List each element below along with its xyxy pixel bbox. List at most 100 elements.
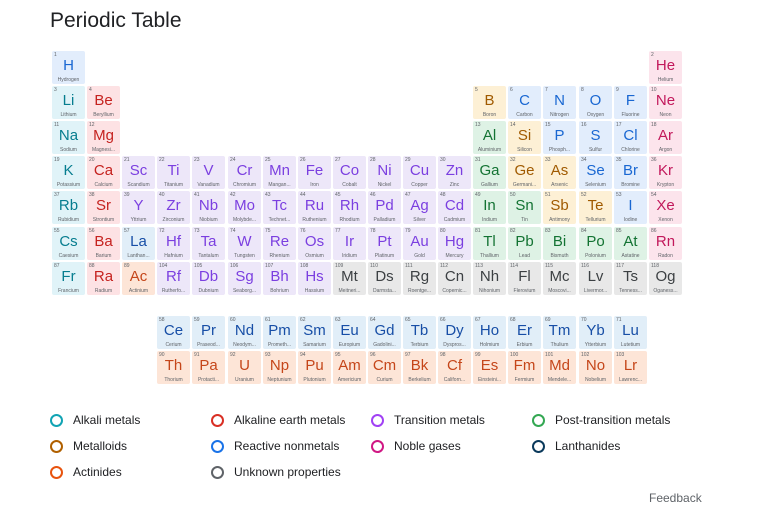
legend-item-metalloid[interactable]: Metalloids: [50, 439, 127, 453]
element-cell-db[interactable]: 105 Db Dubnium: [192, 262, 225, 295]
element-cell-zr[interactable]: 40 Zr Zirconium: [157, 191, 190, 224]
element-cell-cf[interactable]: 98 Cf Californ...: [438, 351, 471, 384]
element-cell-ds[interactable]: 110 Ds Darmsta...: [368, 262, 401, 295]
element-cell-al[interactable]: 13 Al Aluminium: [473, 121, 506, 154]
element-cell-n[interactable]: 7 N Nitrogen: [543, 86, 576, 119]
element-cell-v[interactable]: 23 V Vanadium: [192, 156, 225, 189]
legend-item-alkali[interactable]: Alkali metals: [50, 413, 140, 427]
element-cell-fe[interactable]: 26 Fe Iron: [298, 156, 331, 189]
element-cell-li[interactable]: 3 Li Lithium: [52, 86, 85, 119]
element-cell-hf[interactable]: 72 Hf Hafnium: [157, 227, 190, 260]
element-cell-bk[interactable]: 97 Bk Berkelium: [403, 351, 436, 384]
element-cell-bh[interactable]: 107 Bh Bohrium: [263, 262, 296, 295]
element-cell-rb[interactable]: 37 Rb Rubidium: [52, 191, 85, 224]
legend-item-actinide[interactable]: Actinides: [50, 465, 122, 479]
element-cell-sb[interactable]: 51 Sb Antimony: [543, 191, 576, 224]
element-cell-ra[interactable]: 88 Ra Radium: [87, 262, 120, 295]
element-cell-dy[interactable]: 66 Dy Dyspros...: [438, 316, 471, 349]
element-cell-th[interactable]: 90 Th Thorium: [157, 351, 190, 384]
element-cell-tl[interactable]: 81 Tl Thallium: [473, 227, 506, 260]
element-cell-pm[interactable]: 61 Pm Prometh...: [263, 316, 296, 349]
element-cell-tm[interactable]: 69 Tm Thulium: [543, 316, 576, 349]
element-cell-np[interactable]: 93 Np Neptunium: [263, 351, 296, 384]
element-cell-pb[interactable]: 82 Pb Lead: [508, 227, 541, 260]
element-cell-u[interactable]: 92 U Uranium: [228, 351, 261, 384]
element-cell-cu[interactable]: 29 Cu Copper: [403, 156, 436, 189]
element-cell-se[interactable]: 34 Se Selenium: [579, 156, 612, 189]
legend-item-alkaline[interactable]: Alkaline earth metals: [211, 413, 345, 427]
element-cell-ba[interactable]: 56 Ba Barium: [87, 227, 120, 260]
element-cell-cd[interactable]: 48 Cd Cadmium: [438, 191, 471, 224]
element-cell-pa[interactable]: 91 Pa Protacti...: [192, 351, 225, 384]
element-cell-he[interactable]: 2 He Helium: [649, 51, 682, 84]
element-cell-ag[interactable]: 47 Ag Silver: [403, 191, 436, 224]
element-cell-lr[interactable]: 103 Lr Lawrenc...: [614, 351, 647, 384]
element-cell-lu[interactable]: 71 Lu Lutetium: [614, 316, 647, 349]
element-cell-la[interactable]: 57 La Lanthan...: [122, 227, 155, 260]
element-cell-at[interactable]: 85 At Astatine: [614, 227, 647, 260]
element-cell-be[interactable]: 4 Be Beryllium: [87, 86, 120, 119]
element-cell-w[interactable]: 74 W Tungsten: [228, 227, 261, 260]
element-cell-no[interactable]: 102 No Nobelium: [579, 351, 612, 384]
element-cell-ne[interactable]: 10 Ne Neon: [649, 86, 682, 119]
legend-item-transition[interactable]: Transition metals: [371, 413, 485, 427]
element-cell-rg[interactable]: 111 Rg Roentge...: [403, 262, 436, 295]
legend-item-noble[interactable]: Noble gases: [371, 439, 461, 453]
element-cell-yb[interactable]: 70 Yb Ytterbium: [579, 316, 612, 349]
element-cell-bi[interactable]: 83 Bi Bismuth: [543, 227, 576, 260]
element-cell-f[interactable]: 9 F Fluorine: [614, 86, 647, 119]
legend-item-nonmetal[interactable]: Reactive nonmetals: [211, 439, 339, 453]
element-cell-cr[interactable]: 24 Cr Chromium: [228, 156, 261, 189]
element-cell-nd[interactable]: 60 Nd Neodym...: [228, 316, 261, 349]
element-cell-md[interactable]: 101 Md Mendele...: [543, 351, 576, 384]
element-cell-y[interactable]: 39 Y Yttrium: [122, 191, 155, 224]
element-cell-pr[interactable]: 59 Pr Praseod...: [192, 316, 225, 349]
element-cell-mo[interactable]: 42 Mo Molybde...: [228, 191, 261, 224]
element-cell-mc[interactable]: 115 Mc Moscovi...: [543, 262, 576, 295]
element-cell-cn[interactable]: 112 Cn Copernic...: [438, 262, 471, 295]
element-cell-ga[interactable]: 31 Ga Gallium: [473, 156, 506, 189]
element-cell-na[interactable]: 11 Na Sodium: [52, 121, 85, 154]
element-cell-au[interactable]: 79 Au Gold: [403, 227, 436, 260]
element-cell-eu[interactable]: 63 Eu Europium: [333, 316, 366, 349]
element-cell-k[interactable]: 19 K Potassium: [52, 156, 85, 189]
element-cell-tc[interactable]: 43 Tc Technet...: [263, 191, 296, 224]
element-cell-pd[interactable]: 46 Pd Palladium: [368, 191, 401, 224]
element-cell-es[interactable]: 99 Es Einsteini...: [473, 351, 506, 384]
element-cell-p[interactable]: 15 P Phosph...: [543, 121, 576, 154]
element-cell-in[interactable]: 49 In Indium: [473, 191, 506, 224]
element-cell-i[interactable]: 53 I Iodine: [614, 191, 647, 224]
element-cell-rh[interactable]: 45 Rh Rhodium: [333, 191, 366, 224]
element-cell-sc[interactable]: 21 Sc Scandium: [122, 156, 155, 189]
element-cell-ca[interactable]: 20 Ca Calcium: [87, 156, 120, 189]
element-cell-sn[interactable]: 50 Sn Tin: [508, 191, 541, 224]
element-cell-sr[interactable]: 38 Sr Strontium: [87, 191, 120, 224]
element-cell-nh[interactable]: 113 Nh Nihonium: [473, 262, 506, 295]
element-cell-kr[interactable]: 36 Kr Krypton: [649, 156, 682, 189]
element-cell-cs[interactable]: 55 Cs Caesium: [52, 227, 85, 260]
element-cell-ir[interactable]: 77 Ir Iridium: [333, 227, 366, 260]
element-cell-ac[interactable]: 89 Ac Actinium: [122, 262, 155, 295]
element-cell-fr[interactable]: 87 Fr Francium: [52, 262, 85, 295]
element-cell-ni[interactable]: 28 Ni Nickel: [368, 156, 401, 189]
element-cell-cl[interactable]: 17 Cl Chlorine: [614, 121, 647, 154]
element-cell-zn[interactable]: 30 Zn Zinc: [438, 156, 471, 189]
element-cell-rn[interactable]: 86 Rn Radon: [649, 227, 682, 260]
element-cell-si[interactable]: 14 Si Silicon: [508, 121, 541, 154]
element-cell-cm[interactable]: 96 Cm Curium: [368, 351, 401, 384]
element-cell-ru[interactable]: 44 Ru Ruthenium: [298, 191, 331, 224]
element-cell-po[interactable]: 84 Po Polonium: [579, 227, 612, 260]
element-cell-ce[interactable]: 58 Ce Cerium: [157, 316, 190, 349]
element-cell-hg[interactable]: 80 Hg Mercury: [438, 227, 471, 260]
legend-item-post[interactable]: Post-transition metals: [532, 413, 670, 427]
element-cell-sm[interactable]: 62 Sm Samarium: [298, 316, 331, 349]
element-cell-mg[interactable]: 12 Mg Magnesi...: [87, 121, 120, 154]
element-cell-tb[interactable]: 65 Tb Terbium: [403, 316, 436, 349]
feedback-link[interactable]: Feedback: [649, 491, 702, 505]
element-cell-ts[interactable]: 117 Ts Tenness...: [614, 262, 647, 295]
element-cell-fm[interactable]: 100 Fm Fermium: [508, 351, 541, 384]
element-cell-c[interactable]: 6 C Carbon: [508, 86, 541, 119]
element-cell-am[interactable]: 95 Am Americium: [333, 351, 366, 384]
element-cell-rf[interactable]: 104 Rf Rutherfo...: [157, 262, 190, 295]
element-cell-mn[interactable]: 25 Mn Mangan...: [263, 156, 296, 189]
